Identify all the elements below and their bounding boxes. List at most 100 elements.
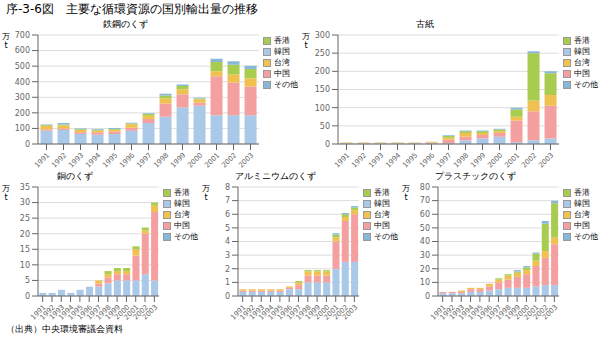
svg-text:100: 100 [315,104,330,113]
svg-text:1995: 1995 [401,151,419,169]
svg-text:2002: 2002 [520,151,538,169]
svg-text:1991: 1991 [429,303,448,322]
svg-text:2001: 2001 [203,151,221,169]
svg-text:3: 3 [225,251,230,260]
svg-text:1996: 1996 [75,303,95,322]
svg-text:0: 0 [25,140,30,149]
svg-text:700: 700 [15,31,30,40]
svg-text:1995: 1995 [266,303,285,322]
svg-text:2003: 2003 [141,303,159,321]
svg-text:1999: 1999 [469,151,487,169]
svg-text:1998: 1998 [152,151,170,169]
svg-text:300: 300 [15,93,30,102]
svg-text:1994: 1994 [57,303,76,322]
svg-text:2000: 2000 [486,151,504,169]
svg-text:100: 100 [15,124,30,133]
svg-text:1997: 1997 [85,303,104,322]
svg-text:1995: 1995 [66,303,85,322]
svg-text:2002: 2002 [331,303,350,322]
svg-text:1994: 1994 [257,303,276,322]
svg-text:7: 7 [225,196,230,205]
svg-text:6: 6 [225,210,230,219]
svg-text:4: 4 [225,237,230,246]
svg-text:2002: 2002 [220,151,238,169]
svg-text:500: 500 [15,62,30,71]
svg-text:1992: 1992 [238,303,257,322]
svg-text:1995: 1995 [101,151,119,169]
svg-text:2001: 2001 [322,303,341,322]
svg-text:10: 10 [20,261,30,270]
svg-text:2000: 2000 [186,151,204,169]
svg-text:200: 200 [15,109,30,118]
svg-text:15: 15 [20,245,30,254]
svg-text:1993: 1993 [67,151,85,169]
svg-text:1995: 1995 [466,303,485,322]
svg-text:5: 5 [225,224,230,233]
svg-text:1992: 1992 [350,151,368,169]
svg-text:600: 600 [15,46,30,55]
svg-text:60: 60 [420,210,430,219]
svg-text:1994: 1994 [84,151,103,170]
svg-text:1992: 1992 [38,303,57,322]
svg-text:0: 0 [425,292,430,301]
svg-text:40: 40 [420,237,430,246]
svg-text:1998: 1998 [294,303,313,322]
svg-text:0: 0 [25,292,30,301]
svg-text:1997: 1997 [435,151,453,169]
svg-text:30: 30 [20,198,30,207]
svg-text:2000: 2000 [113,303,132,322]
svg-text:2003: 2003 [341,303,359,321]
svg-text:1992: 1992 [438,303,457,322]
svg-text:1998: 1998 [452,151,470,169]
svg-text:1996: 1996 [275,303,295,322]
svg-text:20: 20 [420,265,430,274]
svg-text:35: 35 [20,183,30,192]
svg-text:1991: 1991 [33,151,51,169]
svg-text:2001: 2001 [503,151,521,169]
svg-text:50: 50 [420,224,430,233]
svg-text:1996: 1996 [418,151,437,170]
svg-text:2001: 2001 [122,303,141,322]
svg-text:1999: 1999 [103,303,122,322]
svg-text:2003: 2003 [237,151,255,169]
svg-text:2002: 2002 [131,303,150,322]
svg-text:2000: 2000 [313,303,332,322]
svg-text:80: 80 [420,183,430,192]
svg-text:1999: 1999 [169,151,187,169]
svg-text:400: 400 [15,78,30,87]
svg-text:150: 150 [315,85,330,94]
svg-text:300: 300 [315,31,330,40]
svg-text:70: 70 [420,196,430,205]
svg-text:2003: 2003 [541,303,559,321]
svg-text:1997: 1997 [285,303,304,322]
svg-text:1996: 1996 [475,303,495,322]
svg-text:1993: 1993 [367,151,385,169]
svg-text:2003: 2003 [537,151,555,169]
svg-text:0: 0 [325,140,330,149]
svg-text:1993: 1993 [47,303,67,322]
svg-text:20: 20 [20,230,30,239]
svg-text:200: 200 [315,67,330,76]
svg-text:0: 0 [225,292,230,301]
svg-text:2: 2 [225,265,230,274]
svg-text:10: 10 [420,278,430,287]
svg-text:1994: 1994 [384,151,403,170]
svg-text:1992: 1992 [50,151,68,169]
svg-text:1996: 1996 [118,151,137,170]
svg-text:8: 8 [225,183,230,192]
svg-text:1993: 1993 [447,303,467,322]
svg-text:1998: 1998 [94,303,113,322]
svg-text:250: 250 [315,49,330,58]
svg-text:1991: 1991 [333,151,351,169]
svg-text:1991: 1991 [29,303,48,322]
svg-text:1997: 1997 [135,151,153,169]
svg-text:50: 50 [320,122,330,131]
svg-text:5: 5 [25,276,30,285]
svg-text:1999: 1999 [303,303,322,322]
svg-text:1: 1 [225,278,230,287]
svg-text:25: 25 [20,214,30,223]
svg-text:1993: 1993 [247,303,267,322]
svg-text:1994: 1994 [457,303,476,322]
svg-text:30: 30 [420,251,430,260]
svg-text:1991: 1991 [229,303,248,322]
